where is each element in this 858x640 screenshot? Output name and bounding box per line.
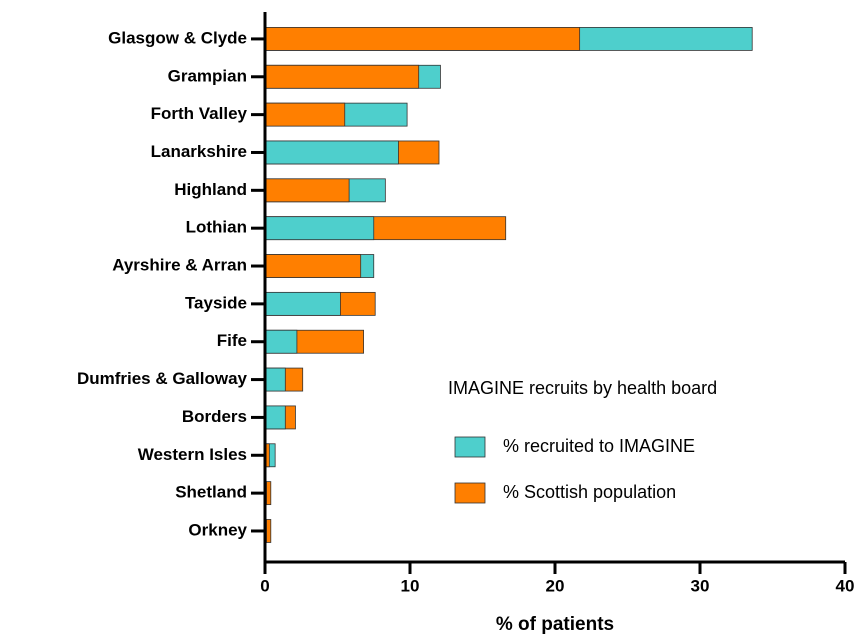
y-tick-label: Fife (217, 331, 247, 350)
x-tick-label: 40 (836, 576, 855, 595)
legend-swatch (454, 436, 486, 458)
legend-label: % Scottish population (503, 482, 676, 502)
y-tick-label: Tayside (185, 293, 247, 312)
bar (264, 254, 362, 278)
y-tick-label: Lothian (186, 218, 247, 237)
bar (264, 27, 581, 51)
bar (264, 102, 346, 127)
x-tick-label: 10 (401, 576, 420, 595)
bar (264, 367, 286, 392)
y-tick-label: Grampian (168, 66, 247, 85)
y-tick-label: Borders (182, 407, 247, 426)
x-axis-label: % of patients (496, 614, 614, 635)
y-tick-label: Orkney (188, 520, 247, 539)
y-tick-label: Ayrshire & Arran (112, 256, 247, 275)
bar (264, 329, 298, 354)
x-tick-label: 0 (260, 576, 269, 595)
bar (264, 216, 375, 241)
y-tick-label: Highland (174, 180, 247, 199)
y-tick-label: Forth Valley (151, 104, 248, 123)
legend-swatch (454, 482, 486, 504)
y-tick-label: Western Isles (138, 445, 247, 464)
legend-label: % recruited to IMAGINE (503, 436, 695, 456)
legend-title: IMAGINE recruits by health board (448, 378, 717, 398)
bar (264, 291, 341, 316)
bar (264, 178, 350, 203)
x-tick-label: 20 (546, 576, 565, 595)
y-tick-label: Shetland (175, 483, 247, 502)
y-tick-label: Glasgow & Clyde (108, 28, 247, 47)
bar (264, 405, 286, 430)
x-tick-label: 30 (691, 576, 710, 595)
bar (264, 140, 399, 165)
bar (264, 64, 420, 89)
y-tick-label: Dumfries & Galloway (77, 369, 248, 388)
y-tick-label: Lanarkshire (151, 142, 247, 161)
